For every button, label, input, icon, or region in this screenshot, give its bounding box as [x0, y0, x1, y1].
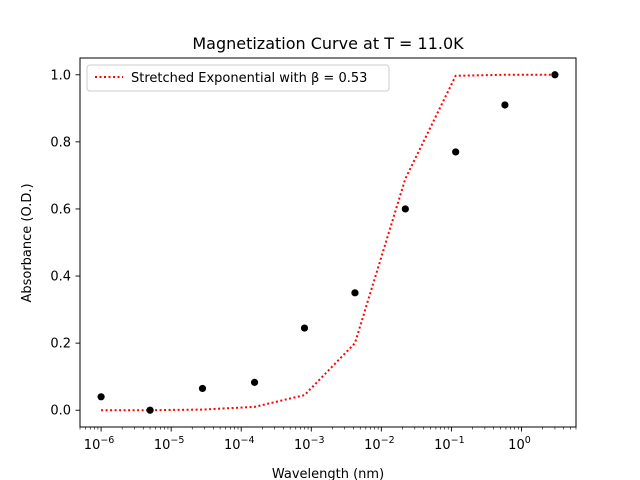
legend: Stretched Exponential with β = 0.53: [86, 64, 390, 92]
x-tick-label-3: 10−3: [294, 435, 325, 453]
x-axis: 10−6 10−5 10−4 10−3 10−2 10−1 100: [79, 427, 577, 453]
y-tick-label-1: 0.2: [50, 337, 71, 352]
data-point-3: [250, 378, 259, 386]
fit-line-series: [101, 73, 555, 412]
data-points-series: [97, 71, 559, 414]
x-axis-label: Wavelength (nm): [272, 467, 384, 480]
x-tick-label-2: 10−4: [224, 435, 255, 453]
data-point-4: [300, 324, 309, 332]
data-point-8: [501, 101, 509, 109]
y-tick-label-0: 0.0: [50, 404, 71, 419]
x-tick-label-6: 100: [508, 435, 531, 453]
y-axis: 0.0 0.2 0.4 0.6 0.8 1.0: [50, 68, 80, 419]
data-point-5: [351, 289, 359, 297]
data-point-1: [146, 406, 154, 414]
y-tick-label-5: 1.0: [50, 68, 71, 83]
data-point-2: [198, 384, 207, 393]
data-point-7: [452, 148, 460, 156]
y-tick-label-2: 0.4: [50, 270, 71, 285]
y-tick-label-3: 0.6: [50, 202, 71, 217]
x-tick-label-4: 10−2: [364, 435, 395, 453]
x-tick-label-5: 10−1: [434, 435, 465, 453]
x-tick-label-0: 10−6: [84, 435, 115, 453]
data-point-9: [551, 71, 559, 79]
legend-box: [86, 64, 390, 92]
y-axis-label: Absorbance (O.D.): [20, 183, 35, 302]
chart-title: Magnetization Curve at T = 11.0K: [192, 34, 464, 53]
fit-line: [101, 73, 555, 412]
y-tick-label-4: 0.8: [50, 135, 71, 150]
data-point-0: [97, 393, 105, 401]
data-point-6: [401, 205, 409, 213]
plot-frame: [79, 57, 577, 428]
x-tick-label-1: 10−5: [154, 435, 185, 453]
legend-label: Stretched Exponential with β = 0.53: [131, 71, 367, 86]
